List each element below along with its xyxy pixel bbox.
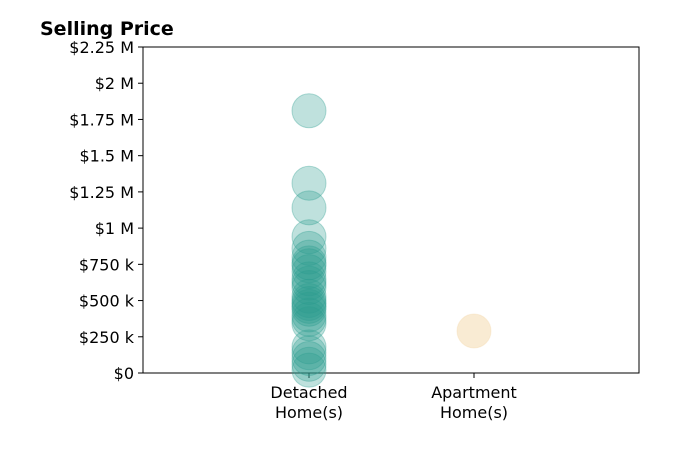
data-point — [291, 230, 327, 266]
x-axis: Detached Home(s) Apartment Home(s) — [270, 373, 517, 422]
data-point — [291, 190, 327, 226]
data-point — [291, 270, 327, 306]
data-point — [291, 288, 327, 324]
x-tick-label: Apartment Home(s) — [431, 383, 517, 422]
y-tick-label: $750 k — [79, 255, 135, 274]
y-axis: $0 $250 k $500 k $750 k $1 M $1.25 M $1.5 M $1.… — [69, 38, 143, 383]
data-point — [291, 239, 327, 275]
data-point — [291, 306, 327, 342]
data-point — [291, 291, 327, 327]
data-point — [291, 278, 327, 314]
y-tick-label: $2.25 M — [69, 38, 134, 57]
data-point — [291, 93, 327, 129]
data-point — [291, 265, 327, 301]
data-point — [291, 248, 327, 284]
data-point — [291, 301, 327, 337]
y-tick-label: $500 k — [79, 292, 135, 311]
chart-title: Selling Price — [40, 18, 174, 40]
data-point — [291, 165, 327, 201]
data-point — [291, 346, 327, 382]
data-point — [291, 261, 327, 297]
data-point — [291, 219, 327, 255]
data-point — [291, 245, 327, 281]
data-point — [291, 254, 327, 290]
data-point — [291, 297, 327, 333]
data-point — [291, 335, 327, 371]
data-point — [456, 313, 492, 349]
data-points — [291, 93, 492, 388]
data-point — [291, 341, 327, 377]
y-tick-label: $1.25 M — [69, 183, 134, 202]
y-tick-label: $1.75 M — [69, 110, 134, 129]
data-point — [291, 283, 327, 319]
y-tick-label: $1.5 M — [79, 147, 134, 166]
x-tick-label: Detached Home(s) — [270, 383, 347, 422]
data-point — [291, 352, 327, 388]
y-tick-label: $250 k — [79, 328, 135, 347]
y-tick-label: $2 M — [95, 74, 134, 93]
y-tick-label: $0 — [114, 364, 134, 383]
y-tick-label: $1 M — [95, 219, 134, 238]
data-point — [291, 285, 327, 321]
data-point — [291, 329, 327, 365]
plot-area-frame — [142, 46, 640, 374]
